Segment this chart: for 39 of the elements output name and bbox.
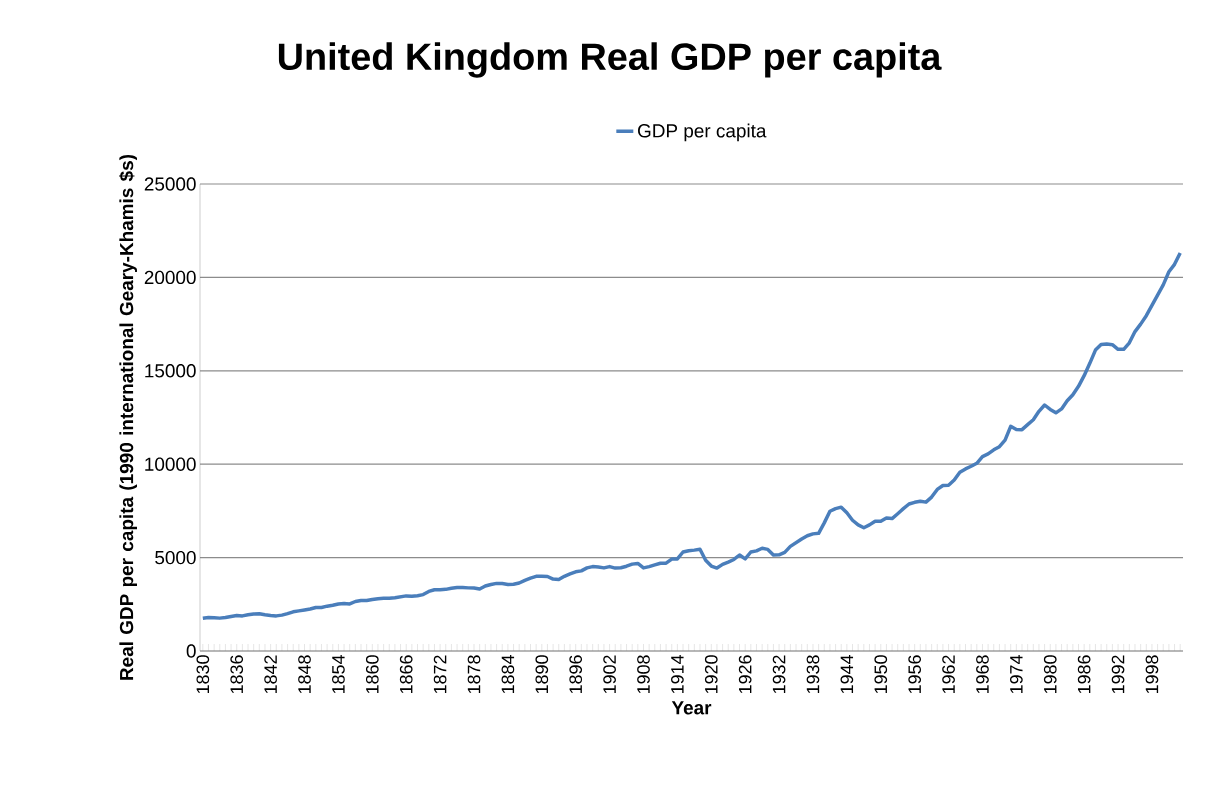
x-tick-label: 1902	[603, 655, 616, 694]
y-tick-label: 15000	[145, 364, 196, 378]
x-tick-label: 1836	[230, 655, 244, 694]
x-tick-label: 1860	[365, 655, 379, 694]
x-tick-label: 1890	[535, 655, 549, 694]
x-tick-label: 1962	[942, 655, 955, 694]
x-tick-label: 1974	[1010, 655, 1023, 694]
x-tick-label: 1872	[433, 655, 447, 694]
y-tick-label: 5000	[155, 550, 196, 565]
x-tick-label: 1854	[332, 655, 345, 694]
x-tick-label: 1968	[976, 655, 989, 694]
x-tick-label: 1980	[1043, 655, 1057, 694]
x-tick-label: 1950	[874, 655, 888, 694]
x-tick-label: 1998	[1145, 655, 1159, 694]
x-tick-label: 1878	[467, 655, 481, 694]
y-axis-title: Real GDP per capita (1990 international Geary-Khamis $s)	[119, 154, 137, 680]
y-tick-label: 25000	[144, 177, 196, 191]
x-tick-label: 1956	[908, 655, 922, 694]
x-tick-label: 1896	[569, 655, 583, 694]
x-tick-label: 1944	[840, 655, 854, 694]
x-tick-label: 1914	[671, 655, 684, 694]
x-tick-label: 1866	[399, 655, 413, 694]
legend-label: GDP per capita	[638, 123, 767, 142]
x-tick-label: 1908	[637, 655, 650, 694]
x-tick-label: 1926	[738, 655, 752, 694]
y-tick-label: 20000	[144, 270, 196, 285]
x-axis-title: Year	[671, 701, 712, 715]
x-tick-label: 1920	[704, 655, 718, 694]
x-tick-label: 1992	[1111, 655, 1125, 694]
chart-title: United Kingdom Real GDP per capita	[278, 42, 942, 78]
y-tick-label: 10000	[145, 457, 196, 471]
x-tick-label: 1830	[196, 655, 210, 694]
x-tick-label: 1986	[1077, 655, 1091, 694]
y-tick-label: 0	[186, 644, 196, 658]
x-tick-label: 1932	[772, 655, 786, 694]
x-tick-label: 1938	[806, 655, 820, 694]
x-tick-label: 1848	[298, 655, 311, 694]
x-tick-label: 1842	[264, 655, 277, 694]
x-tick-label: 1884	[501, 655, 515, 694]
